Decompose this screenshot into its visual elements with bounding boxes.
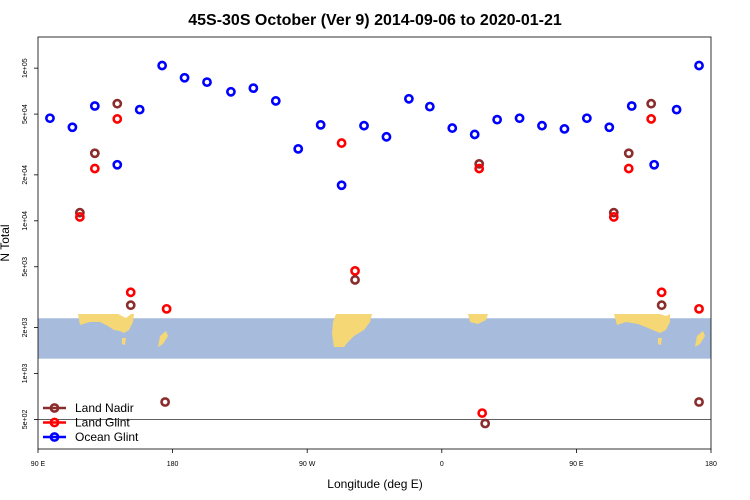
ocean-glint-point xyxy=(581,113,592,124)
x-tick-label: 0 xyxy=(440,461,444,468)
ocean-glint-legend-marker xyxy=(49,432,60,442)
ocean-glint-point xyxy=(157,60,168,71)
x-axis-label: Longitude (deg E) xyxy=(327,477,422,491)
land-nadir-point xyxy=(656,300,667,311)
new-zealand-west-land xyxy=(158,331,168,347)
y-axis-label: N Total xyxy=(0,224,12,261)
land-nadir-point xyxy=(480,418,491,429)
y-tick-label: 5e+04 xyxy=(22,104,29,124)
ocean-glint-point xyxy=(514,113,525,124)
chart-title: 45S-30S October (Ver 9) 2014-09-06 to 20… xyxy=(188,12,562,29)
tasmania-east-land xyxy=(658,338,662,345)
land-glint-point xyxy=(646,114,657,124)
land-nadir-point xyxy=(623,148,634,159)
ocean-glint-point xyxy=(671,104,682,115)
y-tick-label: 2e+03 xyxy=(22,318,29,338)
y-axis: 5e+02 1e+03 2e+03 5e+03 1e+04 2e+04 5e+04 1e+05 xyxy=(22,58,38,429)
y-tick-label: 1e+04 xyxy=(22,211,29,231)
ocean-glint-point xyxy=(293,143,304,154)
ocean-glint-point xyxy=(202,77,212,88)
africa-land xyxy=(468,314,488,324)
land-nadir-point xyxy=(74,207,85,218)
land-glint-point xyxy=(350,265,360,276)
ocean-glint-point xyxy=(336,180,347,191)
south-america-land xyxy=(332,314,372,347)
y-tick-label: 1e+05 xyxy=(22,58,29,78)
ocean-glint-point xyxy=(403,93,414,104)
land-glint-point xyxy=(608,212,619,222)
australia-east-land xyxy=(614,314,670,333)
land-nadir-legend-label: Land Nadir xyxy=(75,401,134,415)
land-glint-legend-marker xyxy=(49,417,60,428)
land-nadir-point xyxy=(608,207,619,218)
ocean-glint-point xyxy=(248,83,259,94)
land-glint-legend-label: Land Glint xyxy=(75,416,130,430)
ocean-glint-point xyxy=(649,159,660,170)
tasmania-west-land xyxy=(122,338,126,345)
land-glint-point xyxy=(477,408,488,418)
y-tick-label: 1e+03 xyxy=(22,364,29,384)
land-glint-point xyxy=(74,212,85,222)
ocean-glint-point xyxy=(89,101,100,111)
ocean-glint-point xyxy=(179,72,190,83)
land-glint-point xyxy=(89,163,100,174)
ocean-glint-point xyxy=(447,123,458,133)
ocean-glint-point xyxy=(45,113,55,124)
ocean-glint-point xyxy=(134,104,145,115)
land-nadir-legend-marker xyxy=(49,403,60,413)
land-glint-point xyxy=(336,138,347,148)
ocean-glint-point xyxy=(469,129,480,140)
ocean-band xyxy=(38,318,711,359)
land-nadir-point xyxy=(160,397,171,407)
land-nadir-point xyxy=(694,397,704,407)
ocean-glint-point xyxy=(604,122,615,133)
x-tick-label: 90 E xyxy=(569,461,584,468)
ocean-glint-point xyxy=(381,131,392,142)
plot-border xyxy=(37,36,712,450)
land-nadir-point xyxy=(112,98,123,109)
australia-west-land xyxy=(78,314,134,333)
ocean-glint-point xyxy=(559,124,570,134)
land-glint-point xyxy=(112,114,123,124)
land-glint-point xyxy=(656,287,667,298)
ocean-glint-point xyxy=(226,86,236,97)
land-nadir-point xyxy=(474,158,485,169)
map-band xyxy=(38,314,711,359)
land-nadir-point xyxy=(350,275,360,285)
land-nadir-point xyxy=(89,148,100,159)
ocean-glint-point xyxy=(359,120,369,131)
x-tick-label: 90 E xyxy=(31,461,46,468)
land-nadir-point xyxy=(646,98,657,109)
ocean-glint-legend-label: Ocean Glint xyxy=(75,430,139,444)
land-glint-point xyxy=(161,303,172,314)
y-tick-label: 5e+02 xyxy=(22,409,29,429)
x-tick-label: 180 xyxy=(167,461,179,468)
new-zealand-east-land xyxy=(695,331,705,347)
ocean-glint-point xyxy=(315,119,326,130)
y-tick-label: 5e+03 xyxy=(22,257,29,277)
ocean-glint-point xyxy=(67,122,78,133)
land-shapes xyxy=(78,314,705,347)
ocean-glint-point xyxy=(492,114,503,125)
y-tick-label: 2e+04 xyxy=(22,165,29,185)
data-points xyxy=(45,60,704,429)
land-glint-point xyxy=(623,163,634,174)
land-glint-point xyxy=(474,163,485,174)
land-glint-point xyxy=(125,287,136,298)
x-tick-label: 180 xyxy=(705,461,717,468)
land-glint-point xyxy=(694,303,704,314)
plot-background xyxy=(38,37,711,449)
ocean-glint-point xyxy=(112,159,123,170)
x-axis: 90 E 180 90 W 0 90 E 180 xyxy=(31,449,717,468)
ocean-glint-point xyxy=(626,101,637,111)
ocean-glint-point xyxy=(694,60,704,71)
land-nadir-point xyxy=(125,300,136,311)
ocean-glint-point xyxy=(537,120,547,131)
x-tick-label: 90 W xyxy=(299,461,316,468)
ocean-glint-point xyxy=(270,96,281,106)
ocean-glint-point xyxy=(424,101,435,112)
